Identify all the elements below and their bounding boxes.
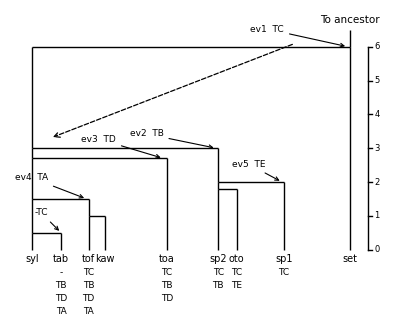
Text: TB: TB <box>212 281 224 290</box>
Text: ev3  TD: ev3 TD <box>81 134 160 158</box>
Text: sp1: sp1 <box>275 254 293 264</box>
Text: TC: TC <box>162 268 173 277</box>
Text: TD: TD <box>82 294 95 303</box>
Text: tof: tof <box>82 254 95 264</box>
Text: set: set <box>342 254 357 264</box>
Text: 6: 6 <box>374 42 380 51</box>
Text: ev5  TE: ev5 TE <box>232 160 279 180</box>
Text: sp2: sp2 <box>210 254 227 264</box>
Text: ev4  TA: ev4 TA <box>15 173 83 198</box>
Text: TA: TA <box>56 307 66 316</box>
Text: -: - <box>60 268 63 277</box>
Text: ev1  TC: ev1 TC <box>250 25 344 47</box>
Text: toa: toa <box>159 254 175 264</box>
Text: TE: TE <box>231 281 242 290</box>
Text: TC: TC <box>278 268 290 277</box>
Text: 3: 3 <box>374 144 380 153</box>
Text: TD: TD <box>161 294 173 303</box>
Text: 1: 1 <box>374 212 380 220</box>
Text: To ancestor: To ancestor <box>320 15 380 25</box>
Text: TC: TC <box>231 268 242 277</box>
Text: oto: oto <box>229 254 244 264</box>
Text: 5: 5 <box>374 76 380 85</box>
Text: TB: TB <box>56 281 67 290</box>
Text: TB: TB <box>161 281 173 290</box>
Text: TC: TC <box>83 268 94 277</box>
Text: 2: 2 <box>374 178 380 187</box>
Text: TC: TC <box>213 268 224 277</box>
Text: TA: TA <box>83 307 94 316</box>
Text: tab: tab <box>53 254 69 264</box>
Text: 0: 0 <box>374 245 380 254</box>
Text: ev2  TB: ev2 TB <box>130 129 212 148</box>
Text: -TC: -TC <box>34 208 58 230</box>
Text: TD: TD <box>55 294 67 303</box>
Text: TB: TB <box>83 281 94 290</box>
Text: 4: 4 <box>374 110 380 119</box>
Text: kaw: kaw <box>95 254 115 264</box>
Text: syl: syl <box>25 254 39 264</box>
